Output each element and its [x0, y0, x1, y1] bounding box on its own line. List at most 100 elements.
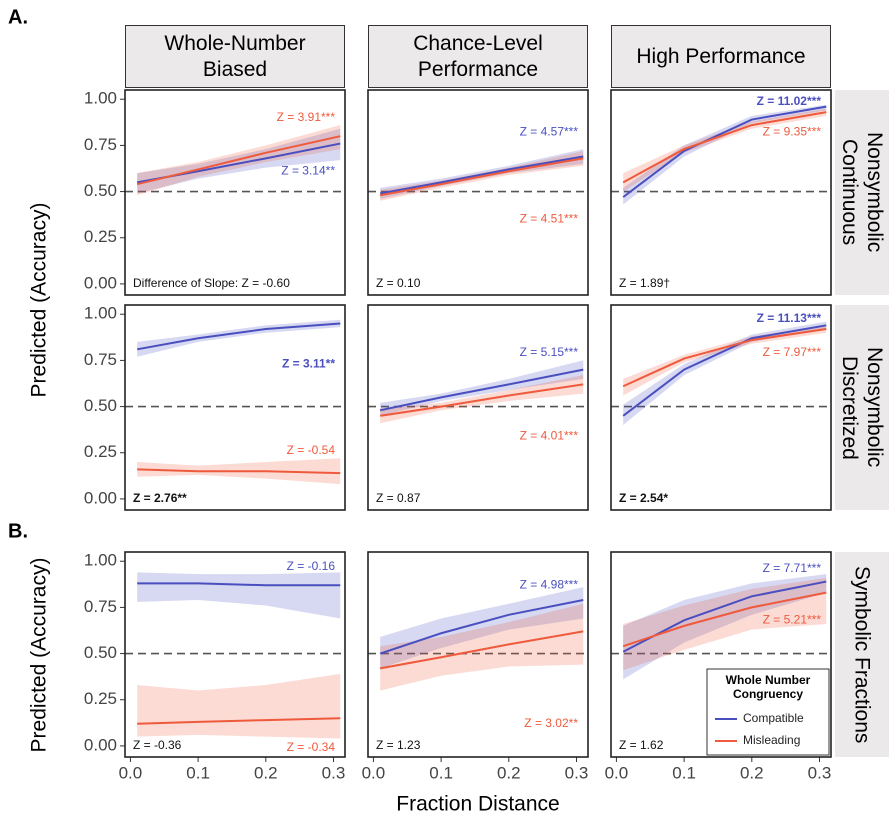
panel-border [610, 551, 832, 758]
slope-difference: Z = 2.76** [133, 491, 187, 505]
panel-border [124, 304, 346, 511]
z-label: Z = 3.11** [282, 356, 335, 370]
z-label: Z = 11.13*** [757, 311, 822, 325]
x-tick-label: 0.2 [497, 763, 521, 782]
y-tick-label: 0.50 [84, 643, 117, 662]
panel-border [367, 551, 589, 758]
panel-border [124, 551, 346, 758]
y-tick-label: 0.50 [84, 181, 117, 200]
legend-title: Whole Number Congruency [725, 673, 811, 702]
slope-difference: Difference of Slope: Z = -0.60 [133, 276, 290, 290]
series-line [380, 383, 584, 417]
series-line [136, 135, 341, 186]
slope-difference: Z = 1.89† [619, 276, 670, 290]
x-tick-label: 0.3 [565, 763, 589, 782]
y-tick-label: 0.75 [84, 597, 117, 616]
column-header: High Performance [611, 25, 831, 88]
series-line [622, 324, 827, 417]
slope-difference: Z = 0.87 [376, 491, 421, 505]
series-line [137, 322, 341, 351]
series-line [380, 155, 584, 195]
confidence-band [137, 128, 341, 194]
column-header: Chance-Level Performance [368, 25, 588, 88]
section-label: B. [8, 520, 28, 542]
panel-border [367, 304, 589, 511]
series-line [622, 591, 827, 648]
y-axis-title: Predicted (Accuracy) [28, 203, 51, 398]
panel-border [367, 89, 589, 296]
y-tick-label: 0.75 [84, 135, 117, 154]
z-label: Z = 4.01*** [520, 428, 579, 442]
panel-border [610, 304, 832, 511]
panel-border [610, 89, 832, 296]
section-label: A. [8, 6, 28, 28]
row-header: Nonsymbolic Continuous [835, 90, 889, 295]
slope-difference: Z = 1.62 [619, 738, 664, 752]
y-tick-label: 0.00 [84, 735, 117, 754]
y-tick-label: 0.25 [84, 689, 117, 708]
series-line [137, 717, 341, 725]
series-line [380, 630, 584, 670]
z-label: Z = -0.54 [287, 443, 336, 457]
y-tick-label: 0.50 [84, 396, 117, 415]
confidence-band [380, 603, 584, 691]
z-label: Z = 4.57*** [520, 125, 579, 139]
series-line [379, 599, 584, 655]
y-tick-label: 0.25 [84, 227, 117, 246]
z-label: Z = 4.98*** [520, 577, 579, 591]
confidence-band [380, 360, 584, 416]
y-tick-label: 1.00 [84, 304, 117, 323]
z-label: Z = 3.02** [524, 716, 578, 730]
x-tick-label: 0.3 [808, 763, 832, 782]
legend-label: Misleading [743, 733, 800, 747]
z-label: Z = 3.14** [281, 163, 335, 177]
x-tick-label: 0.3 [322, 763, 346, 782]
x-tick-label: 0.1 [429, 763, 453, 782]
z-label: Z = 5.15*** [520, 345, 579, 359]
series-line [137, 582, 341, 587]
row-header: Symbolic Fractions [835, 552, 889, 757]
x-axis-title: Fraction Distance [396, 793, 559, 816]
z-label: Z = 11.02*** [757, 94, 822, 108]
confidence-band [137, 572, 341, 619]
x-tick-label: 0.2 [254, 763, 278, 782]
series-line [622, 328, 827, 388]
series-line [137, 468, 341, 475]
x-tick-label: 0.0 [605, 763, 629, 782]
z-label: Z = -0.34 [287, 740, 336, 754]
slope-difference: Z = 0.10 [376, 276, 421, 290]
column-header: Whole-Number Biased [125, 25, 345, 88]
slope-difference: Z = 2.54* [619, 491, 668, 505]
confidence-band [623, 574, 827, 680]
confidence-band [137, 673, 341, 739]
z-label: Z = 9.35*** [763, 125, 822, 139]
y-tick-label: 0.00 [84, 488, 117, 507]
confidence-band [137, 319, 341, 357]
y-tick-label: 0.75 [84, 350, 117, 369]
y-tick-label: 1.00 [84, 89, 117, 108]
series-line [622, 105, 827, 198]
slope-difference: Z = -0.36 [133, 738, 182, 752]
x-tick-label: 0.1 [672, 763, 696, 782]
z-label: Z = 7.71*** [763, 561, 822, 575]
z-label: Z = 4.51*** [520, 211, 579, 225]
x-tick-label: 0.2 [740, 763, 764, 782]
panel-border [124, 89, 346, 296]
y-axis-title: Predicted (Accuracy) [28, 558, 51, 753]
y-tick-label: 0.25 [84, 442, 117, 461]
x-tick-label: 0.0 [119, 763, 143, 782]
z-label: Z = 7.97*** [763, 345, 822, 359]
y-tick-label: 0.00 [84, 273, 117, 292]
confidence-band [623, 577, 827, 671]
legend-label: Compatible [743, 711, 804, 725]
y-tick-label: 1.00 [84, 551, 117, 570]
z-label: Z = 3.91*** [277, 110, 336, 124]
series-line [622, 111, 827, 184]
z-label: Z = -0.16 [287, 559, 336, 573]
x-tick-label: 0.1 [186, 763, 210, 782]
slope-difference: Z = 1.23 [376, 738, 421, 752]
confidence-band [380, 587, 584, 669]
row-header: Nonsymbolic Discretized [835, 305, 889, 510]
